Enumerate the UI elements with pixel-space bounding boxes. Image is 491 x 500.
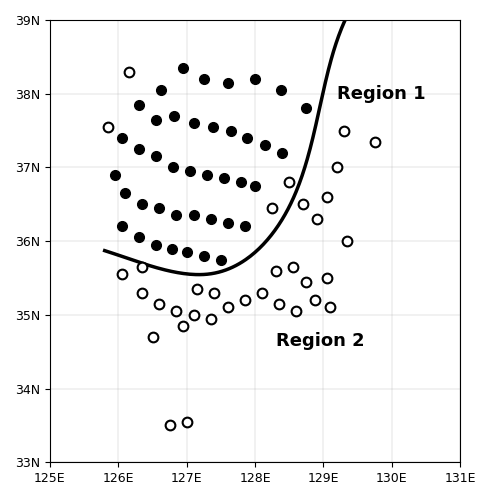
Text: Region 2: Region 2 [275,332,364,349]
Text: Region 1: Region 1 [337,84,426,102]
